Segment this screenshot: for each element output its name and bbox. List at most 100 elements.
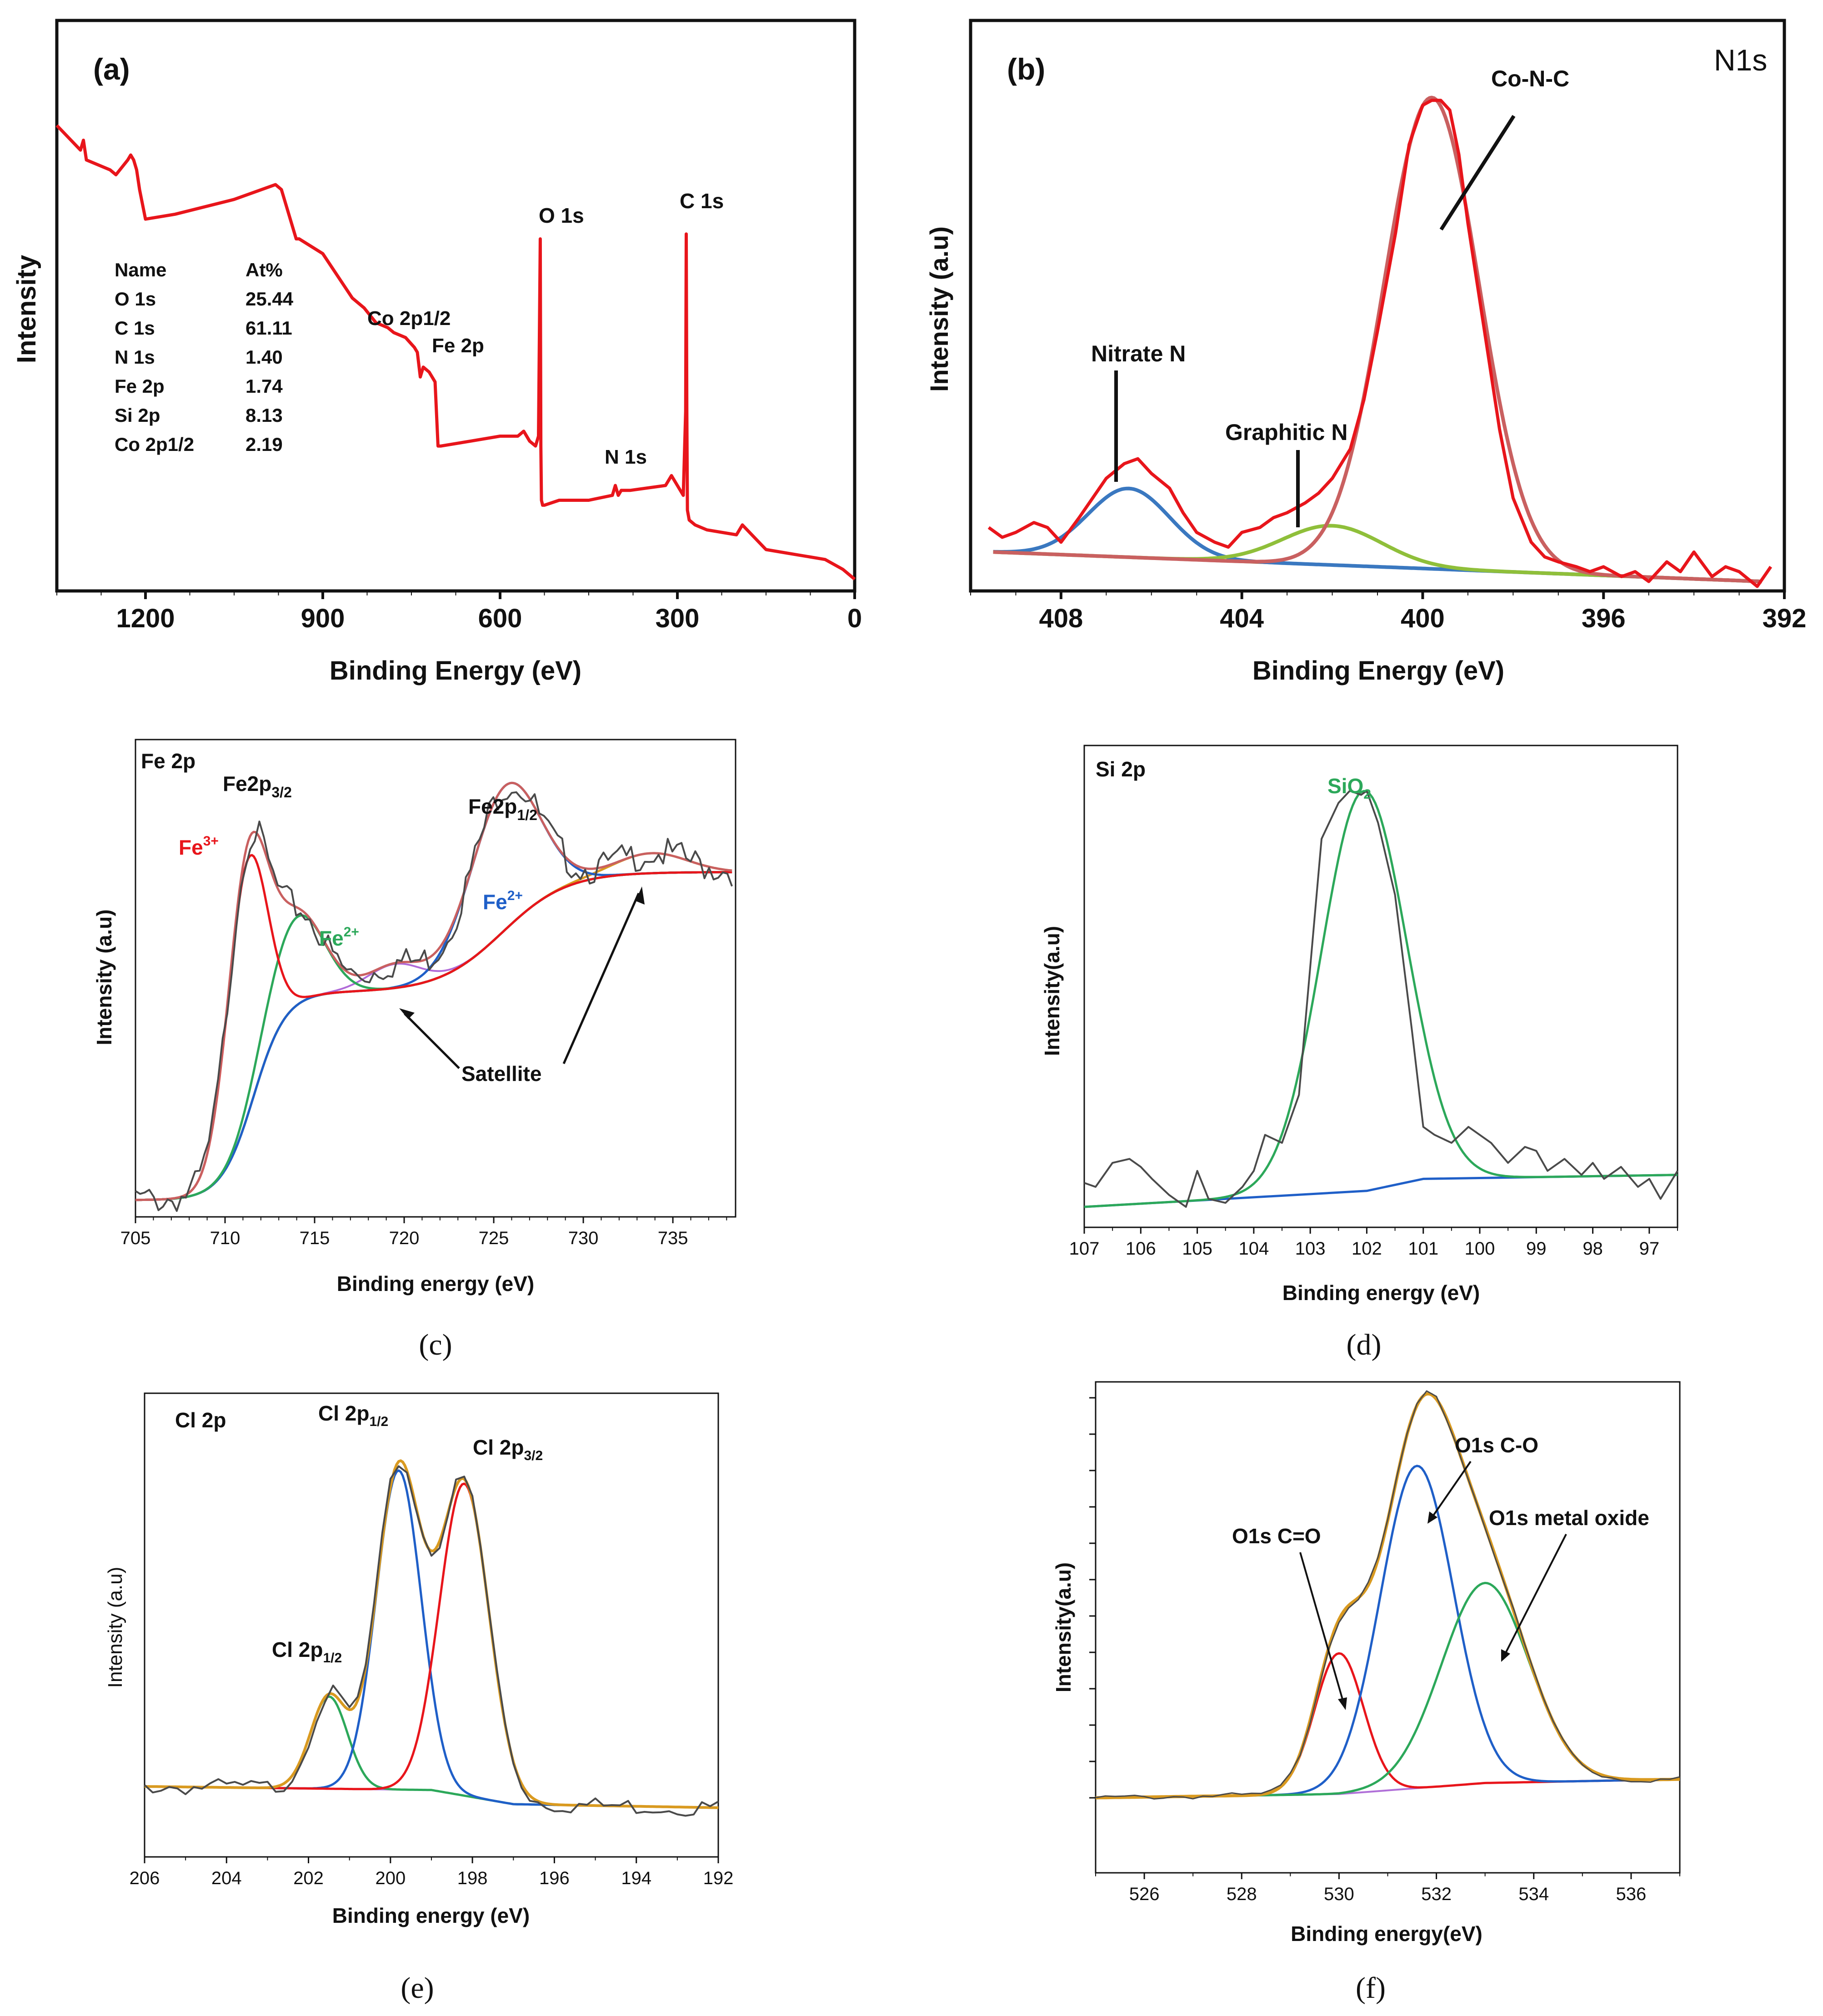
x-tick-label: 730 bbox=[568, 1228, 599, 1248]
panel-a-plot bbox=[55, 124, 856, 580]
x-tick-label: 526 bbox=[1129, 1884, 1160, 1904]
panel-e-ylabel: Intensity (a.u) bbox=[104, 1567, 126, 1688]
x-tick-label: 97 bbox=[1639, 1239, 1660, 1259]
x-tick-label: 400 bbox=[1401, 604, 1445, 633]
x-tick-label: 103 bbox=[1295, 1239, 1326, 1259]
nitrate-fit-line bbox=[993, 486, 1762, 584]
survey-line bbox=[55, 124, 856, 580]
panel-f-frame bbox=[1095, 1381, 1681, 1874]
caption-d: (d) bbox=[1347, 1328, 1382, 1361]
x-tick-label: 530 bbox=[1324, 1884, 1354, 1904]
table-row-value: 2.19 bbox=[245, 434, 283, 455]
panel-f-ylabel: Intensity(a.u) bbox=[1052, 1562, 1075, 1692]
panel-d-frame bbox=[1083, 745, 1678, 1228]
panel-b-label: (b) bbox=[1007, 52, 1045, 86]
x-tick-label: 105 bbox=[1182, 1239, 1212, 1259]
table-row-name: Si 2p bbox=[115, 405, 160, 426]
annotation-fe2plus-a: Fe2+ bbox=[319, 925, 359, 950]
peak-label-n1s: N 1s bbox=[605, 446, 647, 468]
table-row-value: 61.11 bbox=[245, 317, 292, 339]
panel-d-ticks: 107 106 105 104 103 102 101 100 99 98 97 bbox=[1069, 1227, 1678, 1259]
table-row-name: Co 2p1/2 bbox=[115, 434, 194, 455]
x-tick-label: 198 bbox=[457, 1868, 488, 1888]
x-tick-label: 107 bbox=[1069, 1239, 1100, 1259]
panel-d-ylabel: Intensity(a.u) bbox=[1040, 926, 1064, 1056]
annotation-graphitic-n: Graphitic N bbox=[1225, 420, 1347, 445]
peak-label-co2p: Co 2p1/2 bbox=[367, 307, 451, 330]
x-tick-label: 102 bbox=[1352, 1239, 1382, 1259]
x-tick-label: 204 bbox=[211, 1868, 242, 1888]
x-tick-label: 404 bbox=[1220, 604, 1264, 633]
table-row-value: 1.40 bbox=[245, 346, 283, 368]
annotation-fe2p32: Fe2p3/2 bbox=[223, 772, 292, 800]
panel-e-cl2p-chart: Cl 2p 206 204 202 200 198 196 194 192 Binding e… bbox=[104, 1392, 733, 2005]
o1s-c-o-line bbox=[1095, 1652, 1680, 1799]
x-tick-label: 725 bbox=[479, 1228, 509, 1248]
x-tick-label: 900 bbox=[301, 604, 345, 633]
x-tick-label: 735 bbox=[658, 1228, 688, 1248]
panel-b-xlabel: Binding Energy (eV) bbox=[1252, 656, 1504, 685]
annotation-cl2p32: Cl 2p3/2 bbox=[473, 1436, 543, 1463]
arrowhead-c-double-o bbox=[1338, 1697, 1347, 1710]
annotation-nitrate-n: Nitrate N bbox=[1091, 341, 1186, 366]
panel-a-label: (a) bbox=[93, 52, 130, 86]
panel-c-xlabel: Binding energy (eV) bbox=[337, 1272, 534, 1296]
panel-f-xlabel: Binding energy(eV) bbox=[1291, 1922, 1482, 1946]
panel-a-ylabel: Intensity bbox=[12, 255, 41, 364]
x-tick-label: 1200 bbox=[116, 604, 175, 633]
x-tick-label: 532 bbox=[1421, 1884, 1452, 1904]
x-tick-label: 528 bbox=[1227, 1884, 1257, 1904]
o1s-metal-oxide-line bbox=[1095, 1581, 1680, 1799]
annotation-o1s-c-double-o: O1s C=O bbox=[1232, 1524, 1321, 1548]
x-tick-label: 710 bbox=[210, 1228, 240, 1248]
annotation-satellite: Satellite bbox=[461, 1062, 541, 1086]
arrow-metal-oxide bbox=[1504, 1534, 1567, 1655]
x-tick-label: 534 bbox=[1518, 1884, 1549, 1904]
satellite-arrow-2 bbox=[562, 892, 640, 1065]
panel-b-title: N1s bbox=[1714, 43, 1767, 77]
panel-b-ticks: 408 404 400 396 392 bbox=[970, 591, 1806, 633]
peak-label-o1s: O 1s bbox=[539, 204, 584, 227]
panel-a-peak-labels: O 1s C 1s Co 2p1/2 Fe 2p N 1s bbox=[367, 189, 724, 468]
table-row-value: 25.44 bbox=[245, 288, 294, 310]
panel-f-o1s-chart: 526 528 530 532 534 536 Binding energy(eV) In… bbox=[1052, 1381, 1681, 2005]
arrow-c-o bbox=[1431, 1461, 1472, 1518]
panel-a-frame bbox=[55, 19, 856, 593]
x-tick-label: 202 bbox=[293, 1868, 324, 1888]
annotation-sio2: SiO2 bbox=[1327, 774, 1371, 802]
x-tick-label: 396 bbox=[1582, 604, 1626, 633]
envelope-line bbox=[135, 781, 732, 1201]
x-tick-label: 196 bbox=[539, 1868, 570, 1888]
x-tick-label: 98 bbox=[1583, 1239, 1603, 1259]
satellite-arrowhead-2 bbox=[636, 886, 645, 905]
x-tick-label: 600 bbox=[478, 604, 522, 633]
fe2plus-2p12-line bbox=[135, 781, 732, 1201]
panel-e-label: Cl 2p bbox=[175, 1408, 226, 1432]
peak-label-c1s: C 1s bbox=[680, 189, 724, 213]
panel-d-label: Si 2p bbox=[1096, 757, 1146, 781]
cl-2p1-2-line bbox=[144, 1469, 719, 1809]
sio2-fit-line bbox=[1084, 790, 1678, 1208]
panel-a-xlabel: Binding Energy (eV) bbox=[330, 656, 581, 685]
table-row-name: O 1s bbox=[115, 288, 156, 310]
cl-2p3-2-line bbox=[144, 1482, 719, 1809]
panel-c-fe2p-chart: Fe 2p 705 710 715 720 725 730 735 Binding ener… bbox=[92, 739, 736, 1361]
annotation-cl2p12-main: Cl 2p1/2 bbox=[318, 1401, 388, 1429]
x-tick-label: 194 bbox=[621, 1868, 651, 1888]
panel-c-frame bbox=[135, 739, 736, 1218]
envelope-line bbox=[144, 1459, 719, 1809]
x-tick-label: 408 bbox=[1039, 604, 1083, 633]
panel-d-plot bbox=[1084, 790, 1678, 1208]
panel-c-ylabel: Intensity (a.u) bbox=[92, 909, 116, 1045]
table-row-name: N 1s bbox=[115, 346, 155, 368]
table-row-name: Fe 2p bbox=[115, 375, 165, 397]
table-row-value: 8.13 bbox=[245, 405, 283, 426]
raw-spectrum-line bbox=[1095, 1390, 1680, 1800]
envelope-line bbox=[1095, 1392, 1680, 1800]
caption-e: (e) bbox=[401, 1971, 434, 2005]
annotation-cl2p12-small: Cl 2p1/2 bbox=[272, 1638, 342, 1666]
annotation-co-n-c-pointer bbox=[1439, 115, 1516, 231]
table-header-name: Name bbox=[115, 259, 166, 280]
x-tick-label: 715 bbox=[300, 1228, 330, 1248]
